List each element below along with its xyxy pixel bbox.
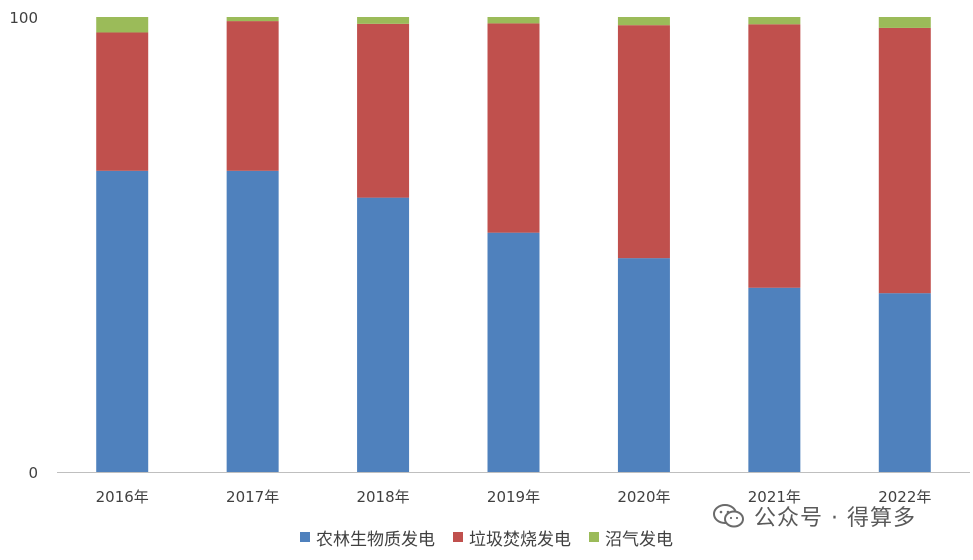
legend-item-1: 垃圾焚烧发电 [453,525,571,550]
legend-label-0: 农林生物质发电 [316,529,435,550]
x-tick-label-4: 2020年 [617,488,670,506]
bar-1-5 [748,24,801,288]
bar-2-4 [617,17,670,26]
legend-item-0: 农林生物质发电 [300,525,435,550]
bar-2-3 [487,17,540,24]
bar-0-4 [617,258,670,472]
x-tick-label-1: 2017年 [226,488,279,506]
legend-swatch-0 [300,532,310,542]
bar-0-2 [357,197,410,472]
legend-swatch-1 [453,532,463,542]
bar-0-5 [748,287,801,472]
bar-0-0 [96,170,149,473]
legend-label-1: 垃圾焚烧发电 [469,529,571,550]
x-tick-label-3: 2019年 [487,488,540,506]
bar-1-0 [96,32,149,171]
y-tick-label-0: 0 [28,464,38,482]
bar-2-6 [878,17,931,28]
legend: 农林生物质发电 垃圾焚烧发电 沼气发电 [300,525,673,550]
y-tick-label-1: 100 [9,9,38,27]
bar-1-4 [617,25,670,259]
wechat-icon [713,504,744,528]
bar-1-6 [878,27,931,294]
legend-item-2: 沼气发电 [589,525,673,550]
bar-0-1 [226,170,279,473]
bar-1-3 [487,23,540,233]
legend-swatch-2 [589,532,599,542]
bar-2-5 [748,17,801,25]
bar-2-1 [226,17,279,22]
bar-0-3 [487,232,540,472]
x-tick-label-6: 2022年 [878,488,931,506]
x-tick-label-2: 2018年 [356,488,409,506]
x-tick-label-0: 2016年 [96,488,149,506]
bar-0-6 [878,293,931,472]
bar-1-1 [226,21,279,171]
bar-1-2 [357,23,410,198]
watermark: 公众号 · 得算多 [712,500,916,532]
legend-label-2: 沼气发电 [605,529,673,550]
bar-2-2 [357,17,410,24]
bar-2-0 [96,17,149,33]
watermark-text: 公众号 · 得算多 [754,506,916,531]
x-tick-label-5: 2021年 [748,488,801,506]
